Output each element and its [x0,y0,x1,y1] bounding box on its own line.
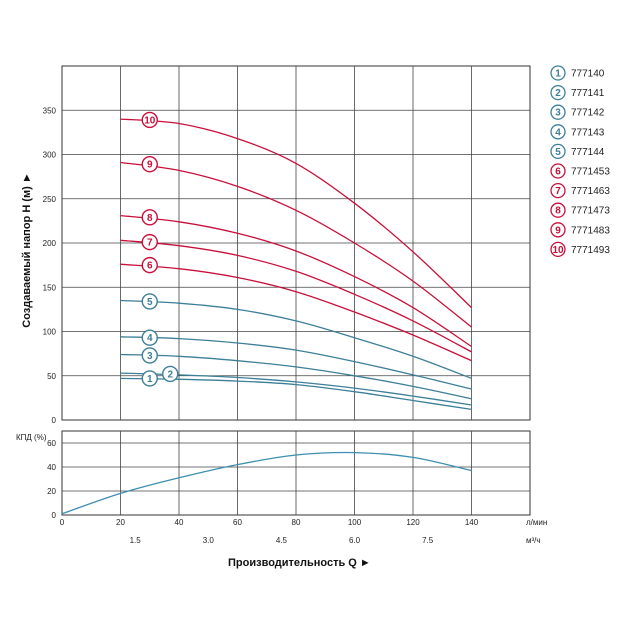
head-axis-label: Создаваемый напор H (м) ► [21,172,33,327]
x-lpm-tick-label: 140 [465,518,479,527]
curve-badge-4 [141,329,158,346]
curve-badge-7 [141,233,158,251]
legend-badge-number: 9 [555,225,561,236]
legend-label: 777141 [571,88,605,99]
x-lpm-tick-label: 20 [116,518,125,527]
lpm-unit-label: л/мин [526,518,547,527]
head-y-tick-label: 250 [43,195,57,204]
head-curve-9 [120,161,472,328]
legend-label: 7771463 [571,186,610,197]
legend-badge-number: 10 [552,245,564,256]
head-curve-7 [120,239,472,353]
curve-badge-number: 5 [147,297,153,308]
legend-badge-4 [550,124,566,140]
legend-badge-2 [550,84,566,101]
legend-label: 7771453 [571,167,610,178]
curve-badge-number: 1 [147,374,153,385]
head-y-tick-label: 350 [43,106,57,115]
head-curve-6 [120,263,472,362]
efficiency-y-tick-label: 60 [47,439,56,448]
legend-badge-6 [550,163,566,179]
curve-badge-10 [141,111,158,129]
curve-badge-5 [141,293,158,310]
x-lpm-tick-label: 40 [175,518,184,527]
curve-badge-2 [162,365,179,383]
head-curve-1 [120,377,472,411]
x-m3h-tick-label: 7.5 [422,536,434,545]
curve-badge-1 [141,370,158,387]
curve-badge-number: 6 [147,261,153,272]
legend-badge-7 [550,182,566,199]
axis-ticks: 0 50 100 150 200 250 300 350 0 20 40 60 0 20 40 60 80 100… [43,106,479,545]
curve-badge-number: 10 [144,115,156,126]
x-m3h-tick-label: 3.0 [203,536,215,545]
legend-badge-3 [550,104,566,120]
legend-label: 777143 [571,127,605,138]
curve-badge-number: 3 [147,351,153,362]
legend-label: 7771493 [571,245,610,256]
head-curve-2 [120,372,472,406]
curve-badge-6 [141,256,158,274]
efficiency-y-tick-label: 40 [47,463,56,472]
x-lpm-tick-label: 60 [233,518,242,527]
legend-label: 777144 [571,147,605,158]
legend-label: 777140 [571,69,605,80]
legend-badge-9 [550,222,566,238]
head-y-tick-label: 100 [43,328,57,337]
legend-badge-number: 8 [555,206,561,217]
legend-label: 7771483 [571,225,610,236]
head-curve-4 [120,336,472,390]
legend-badge-number: 5 [555,147,561,158]
efficiency-grid [62,431,530,515]
curve-badges: 1 2 3 4 5 6 7 8 9 10 [141,111,179,387]
efficiency-y-tick-label: 0 [52,511,57,520]
curve-badge-3 [141,347,158,364]
legend-badge-number: 3 [555,108,561,119]
efficiency-curve [61,451,472,515]
head-curves [120,118,472,411]
x-m3h-tick-label: 1.5 [130,536,142,545]
head-curve-10 [120,118,472,309]
legend-label: 777142 [571,108,605,119]
x-lpm-tick-label: 120 [406,518,420,527]
head-y-tick-label: 50 [47,372,56,381]
x-m3h-tick-label: 4.5 [276,536,288,545]
legend-badge-10 [550,241,566,258]
head-curve-5 [120,299,472,380]
legend-badge-8 [550,202,566,218]
legend-badge-number: 7 [555,186,561,197]
curve-badge-9 [141,156,158,173]
x-lpm-tick-label: 100 [348,518,362,527]
efficiency-y-tick-label: 20 [47,487,56,496]
efficiency-axis-label: КПД (%) [16,433,47,442]
curve-badge-number: 2 [167,369,173,380]
head-y-tick-label: 0 [52,416,57,425]
legend-label: 7771473 [571,206,610,217]
x-lpm-tick-label: 0 [60,518,65,527]
legend: 1 777140 2 777141 3 777142 4 777143 5 777144 6 7771… [550,65,610,258]
x-axis-title: Производительность Q ► [228,557,371,569]
legend-badge-number: 2 [555,88,561,99]
legend-badge-number: 4 [555,127,561,138]
curve-badge-number: 9 [147,160,153,171]
legend-badge-number: 1 [555,69,561,80]
head-y-tick-label: 300 [43,151,57,160]
curve-badge-number: 4 [147,333,153,344]
head-y-tick-label: 150 [43,283,57,292]
head-curve-3 [120,353,472,400]
x-m3h-tick-label: 6.0 [349,536,361,545]
legend-badge-1 [550,65,566,81]
efficiency-curve-line [61,451,472,515]
x-lpm-tick-label: 80 [292,518,301,527]
head-y-tick-label: 200 [43,239,57,248]
curve-badge-number: 7 [147,238,153,249]
head-curve-8 [120,214,472,348]
legend-badge-number: 6 [555,167,561,178]
m3h-unit-label: м³/ч [526,536,541,545]
curve-badge-8 [141,209,158,226]
curve-badge-number: 8 [147,213,153,224]
legend-badge-5 [550,143,566,160]
